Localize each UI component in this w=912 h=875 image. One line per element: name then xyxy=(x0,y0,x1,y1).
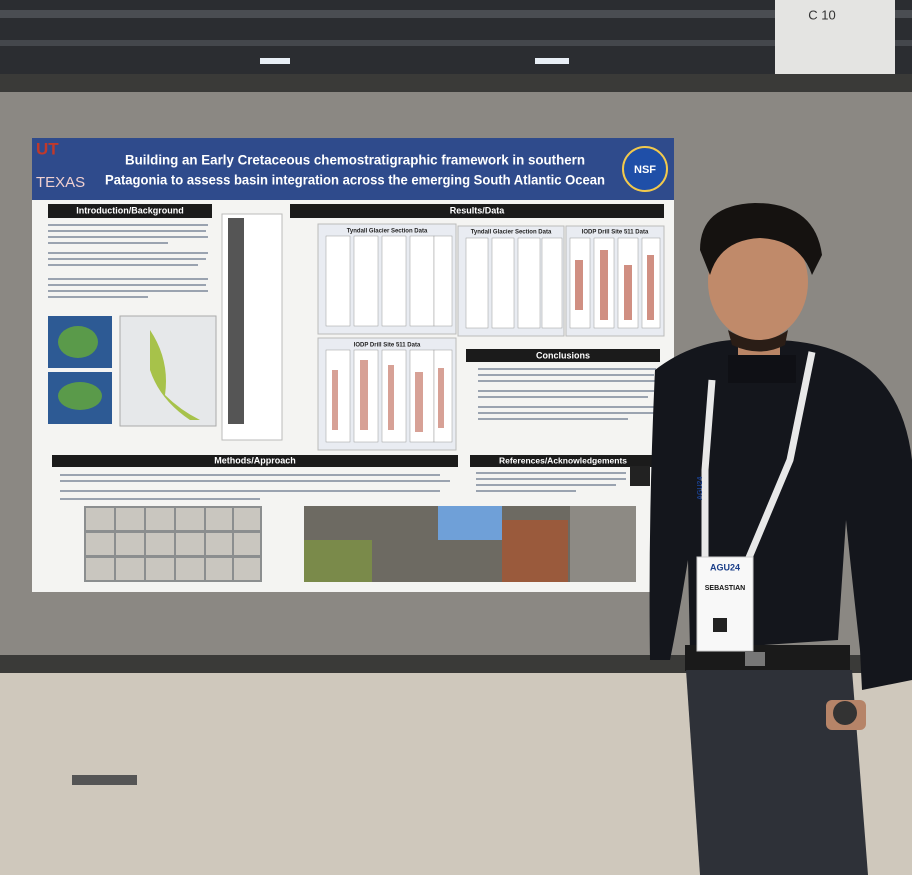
panel-title: Tyndall Glacier Section Data xyxy=(347,229,428,235)
ceiling-light xyxy=(535,58,569,64)
plot-dots xyxy=(332,250,654,432)
panel-title: Tyndall Glacier Section Data xyxy=(471,230,552,236)
lanyard xyxy=(701,379,716,560)
badge-qr xyxy=(713,618,727,632)
face xyxy=(708,224,808,340)
ceiling-beam xyxy=(0,10,912,18)
section-header: Conclusions xyxy=(536,350,590,360)
booth-number: C 10 xyxy=(808,7,835,22)
belt-buckle xyxy=(745,652,765,666)
section-header: Methods/Approach xyxy=(214,455,296,465)
logo-text: TEXAS xyxy=(36,174,85,191)
logo-text: UT xyxy=(36,139,59,158)
section-header: Results/Data xyxy=(450,205,506,215)
section-header-bar xyxy=(52,455,458,467)
floor-vent xyxy=(72,775,137,785)
map-land xyxy=(150,330,200,420)
badge xyxy=(696,556,754,652)
pants xyxy=(686,670,868,875)
badge-name: SEBASTIAN xyxy=(705,585,745,592)
watch xyxy=(833,701,857,725)
section-header: References/Acknowledgements xyxy=(499,455,627,465)
nsf-logo xyxy=(622,146,668,192)
lanyard-text: AGU24 xyxy=(697,477,704,500)
strat-column xyxy=(228,218,244,424)
text-block xyxy=(48,224,656,500)
map xyxy=(119,315,217,427)
field-photo xyxy=(570,506,636,582)
panel-title: IODP Drill Site 511 Data xyxy=(354,343,421,349)
poster-title: Patagonia to assess basin integration ac… xyxy=(105,172,605,188)
map-land xyxy=(58,326,98,358)
hair xyxy=(700,203,822,275)
qr-code xyxy=(630,466,650,486)
beard xyxy=(728,330,788,352)
ceiling-light xyxy=(260,58,290,64)
turtleneck-collar xyxy=(728,355,796,383)
poster-title: Building an Early Cretaceous chemostrati… xyxy=(125,152,585,168)
logo-text: NSF xyxy=(634,164,656,176)
board-top xyxy=(0,74,912,92)
booth-sign xyxy=(775,0,895,78)
field-photo xyxy=(304,540,372,582)
section-header: Introduction/Background xyxy=(76,205,184,215)
lab-photo-tiles xyxy=(86,508,260,580)
field-photo xyxy=(502,520,568,582)
map-land xyxy=(58,382,102,410)
section-header-bar xyxy=(470,455,656,467)
section-header-bar xyxy=(48,204,212,218)
board-bottom xyxy=(0,655,912,673)
section-header-bar xyxy=(290,204,664,218)
lanyard xyxy=(744,351,816,562)
sky xyxy=(438,506,502,540)
ceiling-beam xyxy=(0,40,912,46)
badge-event: AGU24 xyxy=(710,562,740,572)
poster-header xyxy=(32,138,674,200)
panel-title: IODP Drill Site 511 Data xyxy=(582,230,649,236)
section-header-bar xyxy=(466,349,660,362)
